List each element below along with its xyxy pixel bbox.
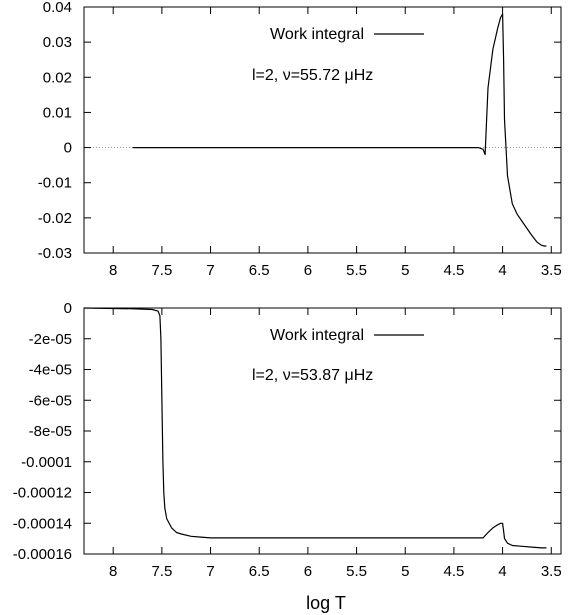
upper-x-tick-label: 4 [498,262,506,279]
lower-x-tick-label: 7 [206,563,214,580]
lower-y-tick-label: -2e-05 [29,331,72,348]
upper-series-line-work-integral [132,13,547,247]
upper-y-tick-label: 0.01 [43,104,72,121]
upper-x-tick-label: 6.5 [249,262,270,279]
lower-y-tick-label: -0.00012 [13,485,72,502]
upper-y-tick-label: 0.02 [43,69,72,86]
lower-x-tick-label: 6 [304,563,312,580]
upper-panel: 0.04 0.03 0.02 0.01 0 -0.01 -0.02 -0.03 8 7.5 7 6.5… [38,0,562,279]
upper-x-tick-label: 6 [304,262,312,279]
lower-y-tick-label: -0.0001 [21,454,72,471]
x-axis-title: log T [306,593,346,613]
upper-x-tick-label: 5 [401,262,409,279]
upper-x-tick-label: 7 [206,262,214,279]
upper-mode-annotation: l=2, ν=55.72 μHz [252,67,373,84]
lower-legend-label: Work integral [270,327,364,344]
lower-x-tick-label: 6.5 [249,563,270,580]
lower-y-tick-label: -4e-05 [29,362,72,379]
lower-y-tick-label: -0.00016 [13,546,72,563]
lower-x-tick-label: 4.5 [443,563,464,580]
lower-x-tick-label: 5.5 [346,563,367,580]
lower-x-tick-label: 7.5 [151,563,172,580]
lower-x-tick-label: 4 [498,563,506,580]
lower-x-tick-label: 8 [109,563,117,580]
upper-x-tick-label: 5.5 [346,262,367,279]
lower-y-tick-label: -8e-05 [29,423,72,440]
lower-panel: 0 -2e-05 -4e-05 -6e-05 -8e-05 -0.0001 -0.00012… [13,300,562,580]
upper-plot-frame [83,6,562,254]
lower-x-tick-label: 3.5 [541,563,562,580]
upper-y-tick-label: 0.03 [43,34,72,51]
upper-y-tick-label: 0.04 [43,0,72,16]
upper-legend-label: Work integral [270,26,364,43]
upper-y-tick-label: -0.02 [38,210,72,227]
lower-mode-annotation: l=2, ν=53.87 μHz [252,367,373,384]
upper-y-tick-label: 0 [64,140,72,157]
upper-x-tick-label: 3.5 [541,262,562,279]
upper-y-tick-label: -0.01 [38,175,72,192]
lower-y-tick-label: -6e-05 [29,392,72,409]
lower-y-tick-label: -0.00014 [13,515,72,532]
lower-y-tick-label: 0 [64,300,72,317]
upper-x-tick-label: 8 [109,262,117,279]
upper-x-tick-label: 4.5 [443,262,464,279]
lower-x-tick-label: 5 [401,563,409,580]
upper-x-tick-label: 7.5 [151,262,172,279]
upper-y-tick-label: -0.03 [38,245,72,262]
lower-series-line-work-integral [83,307,547,549]
